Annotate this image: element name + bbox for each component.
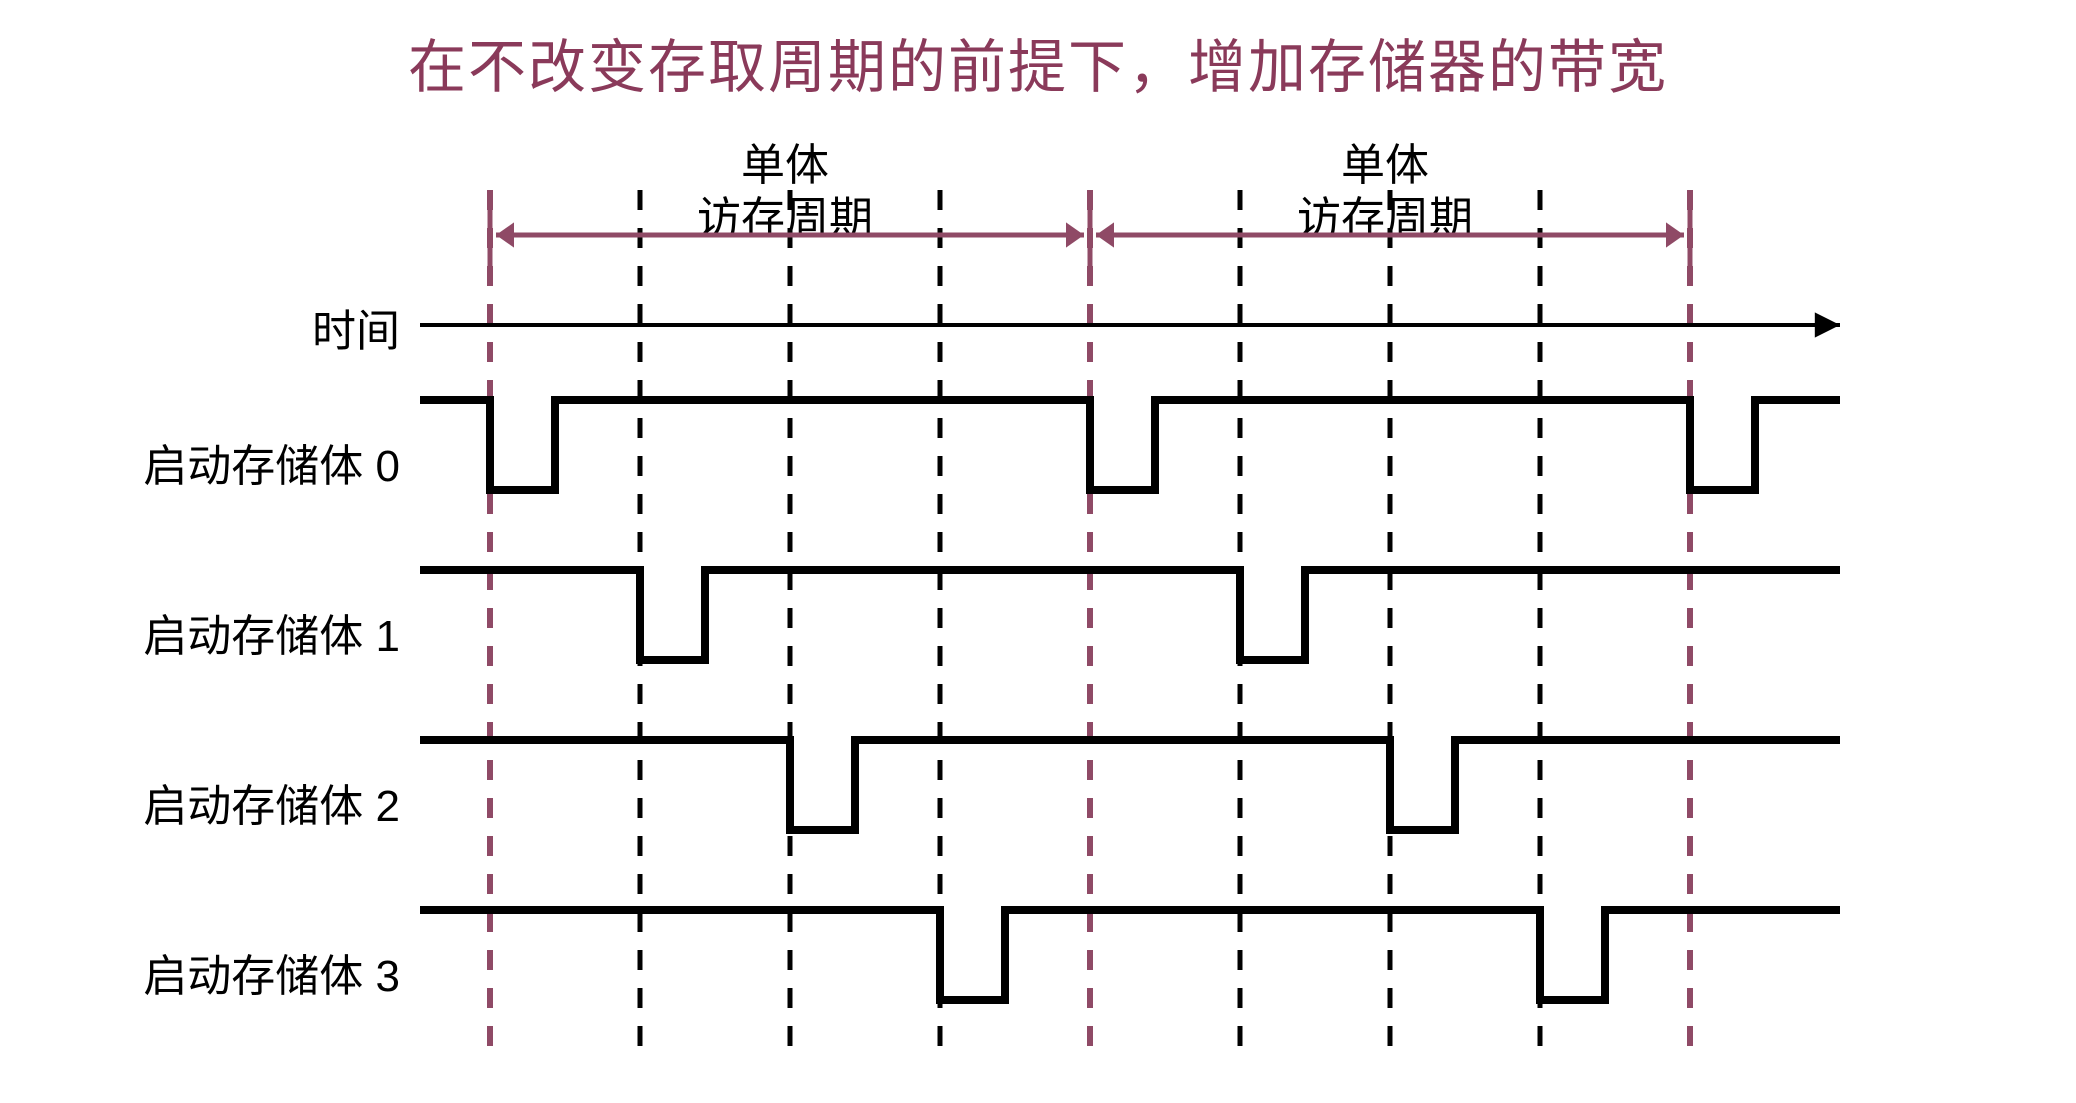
signal-bank-1	[420, 570, 1840, 660]
timing-svg	[120, 140, 1920, 1080]
timing-diagram: 时间 启动存储体 0 启动存储体 1 启动存储体 2 启动存储体 3 单体 访存…	[120, 140, 1920, 1080]
signal-bank-3	[420, 910, 1840, 1000]
arrow-left	[1096, 222, 1114, 247]
arrow-right	[1666, 222, 1684, 247]
time-axis-arrow	[1815, 312, 1840, 337]
title-text: 在不改变存取周期的前提下，增加存储器的带宽	[408, 35, 1668, 100]
page: 在不改变存取周期的前提下，增加存储器的带宽 时间 启动存储体 0 启动存储体 1…	[0, 0, 2076, 1103]
signal-bank-2	[420, 740, 1840, 830]
page-title: 在不改变存取周期的前提下，增加存储器的带宽	[0, 20, 2076, 104]
arrow-left	[496, 222, 514, 247]
signal-bank-0	[420, 400, 1840, 490]
arrow-right	[1066, 222, 1084, 247]
